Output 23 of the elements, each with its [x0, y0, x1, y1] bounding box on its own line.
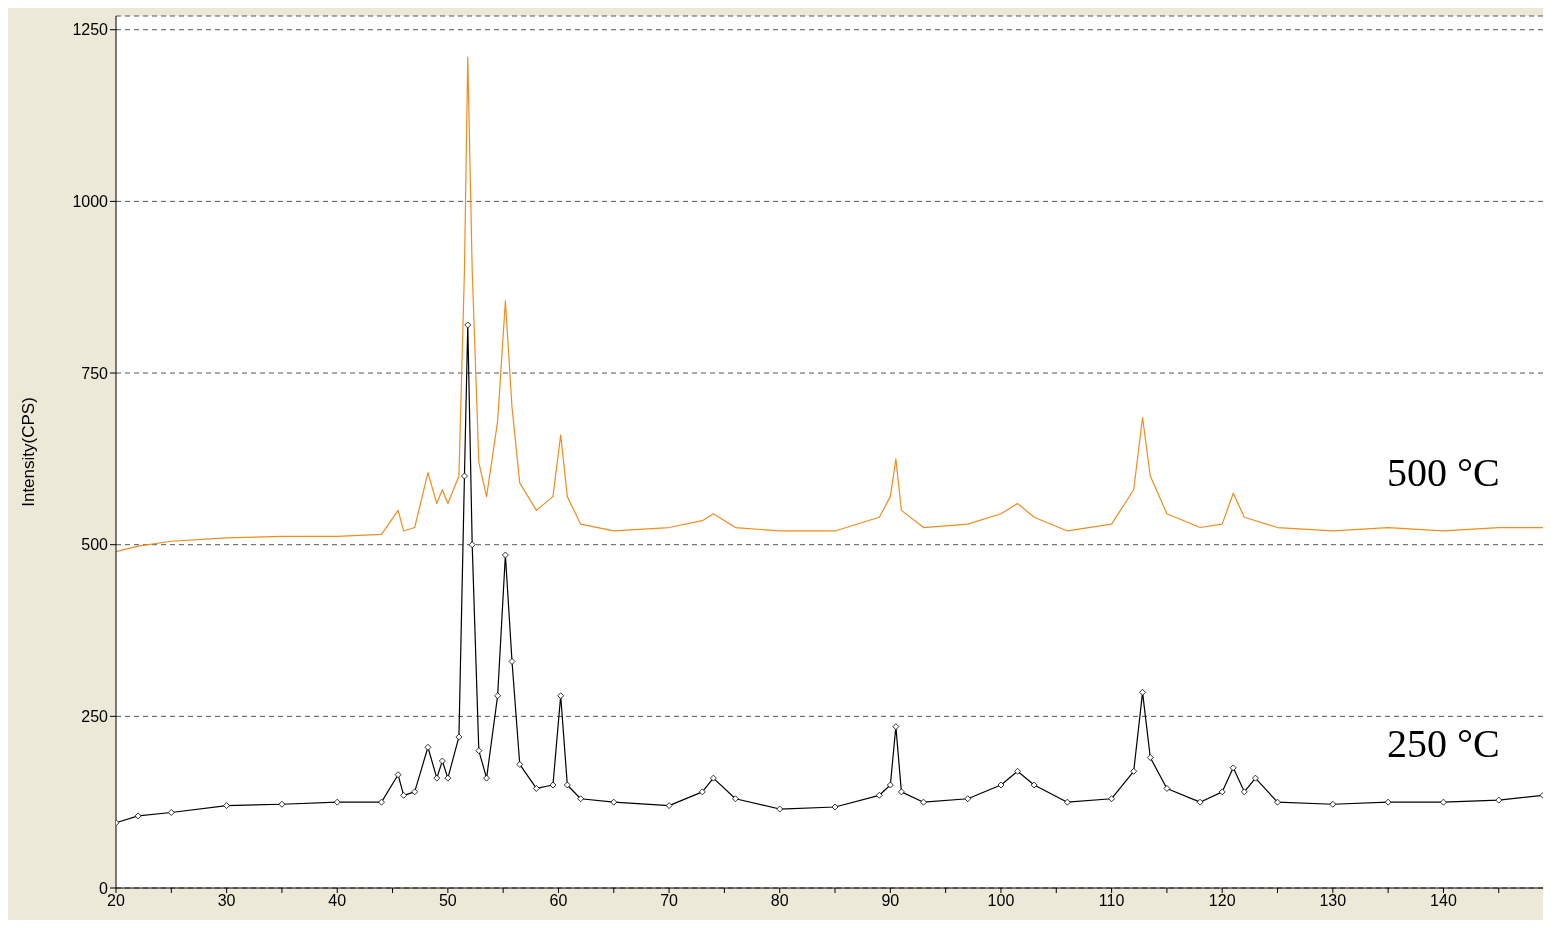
x-tick-label: 130 — [1319, 892, 1347, 910]
x-tick-label: 70 — [660, 892, 679, 910]
line-series — [116, 56, 1543, 553]
x-tick-label: 60 — [549, 892, 568, 910]
y-axis-title: Intensity(CPS) — [19, 397, 39, 507]
x-tick-label: 80 — [770, 892, 789, 910]
x-tick-label: 140 — [1430, 892, 1457, 910]
x-tick-label: 120 — [1208, 892, 1236, 910]
x-tick-label: 110 — [1098, 892, 1125, 910]
y-tick-label: 750 — [81, 364, 109, 382]
y-tick-label: 1250 — [72, 21, 109, 39]
series-label: 250 °C — [1387, 721, 1500, 767]
x-tick-label: 40 — [328, 892, 347, 910]
y-tick-label: 250 — [81, 708, 109, 726]
x-tick-label: 100 — [987, 892, 1015, 910]
x-tick-label: 30 — [217, 892, 236, 910]
series-label: 500 °C — [1387, 449, 1500, 495]
y-tick-label: 0 — [99, 879, 109, 897]
x-tick-label: 90 — [881, 892, 900, 910]
x-tick-label: 50 — [438, 892, 457, 910]
y-tick-label: 1000 — [72, 193, 109, 211]
y-tick-label: 500 — [81, 536, 109, 554]
x-tick-label: 20 — [107, 892, 125, 910]
